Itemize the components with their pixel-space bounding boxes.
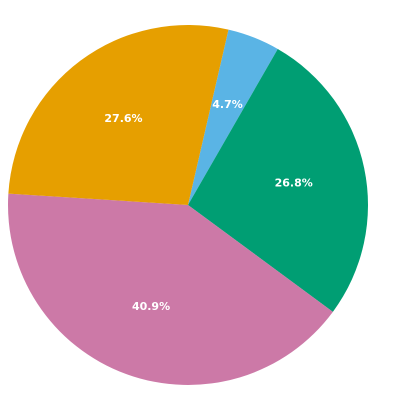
pie-slice-label-1: 26.8% <box>275 176 313 189</box>
pie-slice-2 <box>7 193 333 386</box>
pie-labels: 4.7% 26.8% 40.9% 27.6% <box>104 98 312 313</box>
pie-slice-0 <box>188 29 278 205</box>
pie-slice-label-3: 27.6% <box>104 112 142 125</box>
pie-slices <box>7 24 369 386</box>
pie-slice-3 <box>8 24 229 206</box>
pie-slice-1 <box>188 48 369 312</box>
pie-slice-label-2: 40.9% <box>132 300 170 313</box>
pie-slice-label-0: 4.7% <box>212 98 243 111</box>
